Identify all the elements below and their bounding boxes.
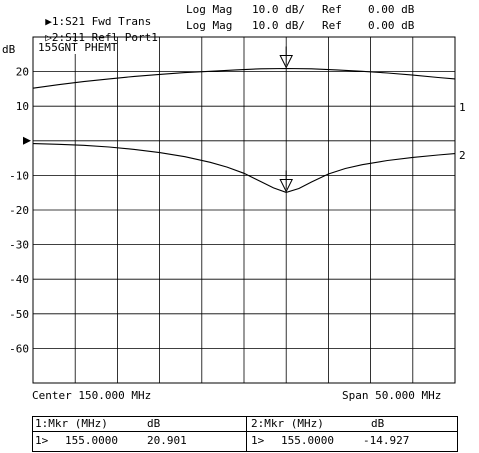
trace1-scale: 10.0 dB/ <box>252 3 305 16</box>
trace1-prefix: ▶1: <box>45 15 66 28</box>
table-divider-horizontal <box>33 431 457 432</box>
y-tick-label: -30 <box>9 239 29 252</box>
plot-grid <box>32 36 456 384</box>
trace-markers <box>279 46 294 193</box>
trace2-format: Log Mag <box>186 19 233 32</box>
marker2-value: -14.927 <box>363 434 410 447</box>
marker2-frequency: 155.0000 <box>281 434 334 447</box>
marker2-unit: dB <box>371 417 385 430</box>
center-frequency: Center 150.000 MHz <box>32 389 152 402</box>
plot-title: 155GNT PHEMT <box>38 41 118 54</box>
trace1-end-label: 1 <box>459 101 466 114</box>
marker1-value: 20.901 <box>147 434 187 447</box>
unit-label: dB <box>2 43 16 56</box>
trace2-ref-value: 0.00 dB <box>368 19 415 32</box>
trace1-name: S21 Fwd Trans <box>65 15 152 28</box>
table-divider-vertical <box>246 417 247 451</box>
reference-arrow-icon <box>23 136 31 145</box>
trace2-end-label: 2 <box>459 149 466 162</box>
y-tick-label: -40 <box>9 273 29 286</box>
trace1-ref-label: Ref <box>322 3 342 16</box>
trace2-scale: 10.0 dB/ <box>252 19 305 32</box>
marker2-id: 1> <box>251 434 265 447</box>
y-tick-label: 20 <box>16 66 29 79</box>
y-tick-label: -60 <box>9 342 29 355</box>
network-analyzer-plot: 20 10 -10 -20 -30 -40 -50 -60 <box>9 36 456 384</box>
y-tick-label: -20 <box>9 204 29 217</box>
trace-line-2 <box>32 143 456 193</box>
y-tick-label: -10 <box>9 169 29 182</box>
marker1-id: 1> <box>35 434 49 447</box>
trace-line-1 <box>32 67 456 89</box>
traces <box>32 67 456 193</box>
trace1-header: ▶1:S21 Fwd Trans <box>32 4 151 28</box>
marker1-header: 1:Mkr (MHz) <box>35 417 108 430</box>
span-frequency: Span 50.000 MHz <box>342 389 442 402</box>
marker2-header: 2:Mkr (MHz) <box>251 417 324 430</box>
y-tick-label: 10 <box>16 100 29 113</box>
trace1-format: Log Mag <box>186 3 233 16</box>
marker1-unit: dB <box>147 417 161 430</box>
y-tick-labels: 20 10 -10 -20 -30 -40 -50 -60 <box>9 66 31 355</box>
marker-readout-table: 1:Mkr (MHz) dB 1> 155.0000 20.901 2:Mkr … <box>32 416 458 452</box>
trace1-ref-value: 0.00 dB <box>368 3 415 16</box>
y-tick-label: -50 <box>9 308 29 321</box>
marker1-frequency: 155.0000 <box>65 434 118 447</box>
trace2-ref-label: Ref <box>322 19 342 32</box>
